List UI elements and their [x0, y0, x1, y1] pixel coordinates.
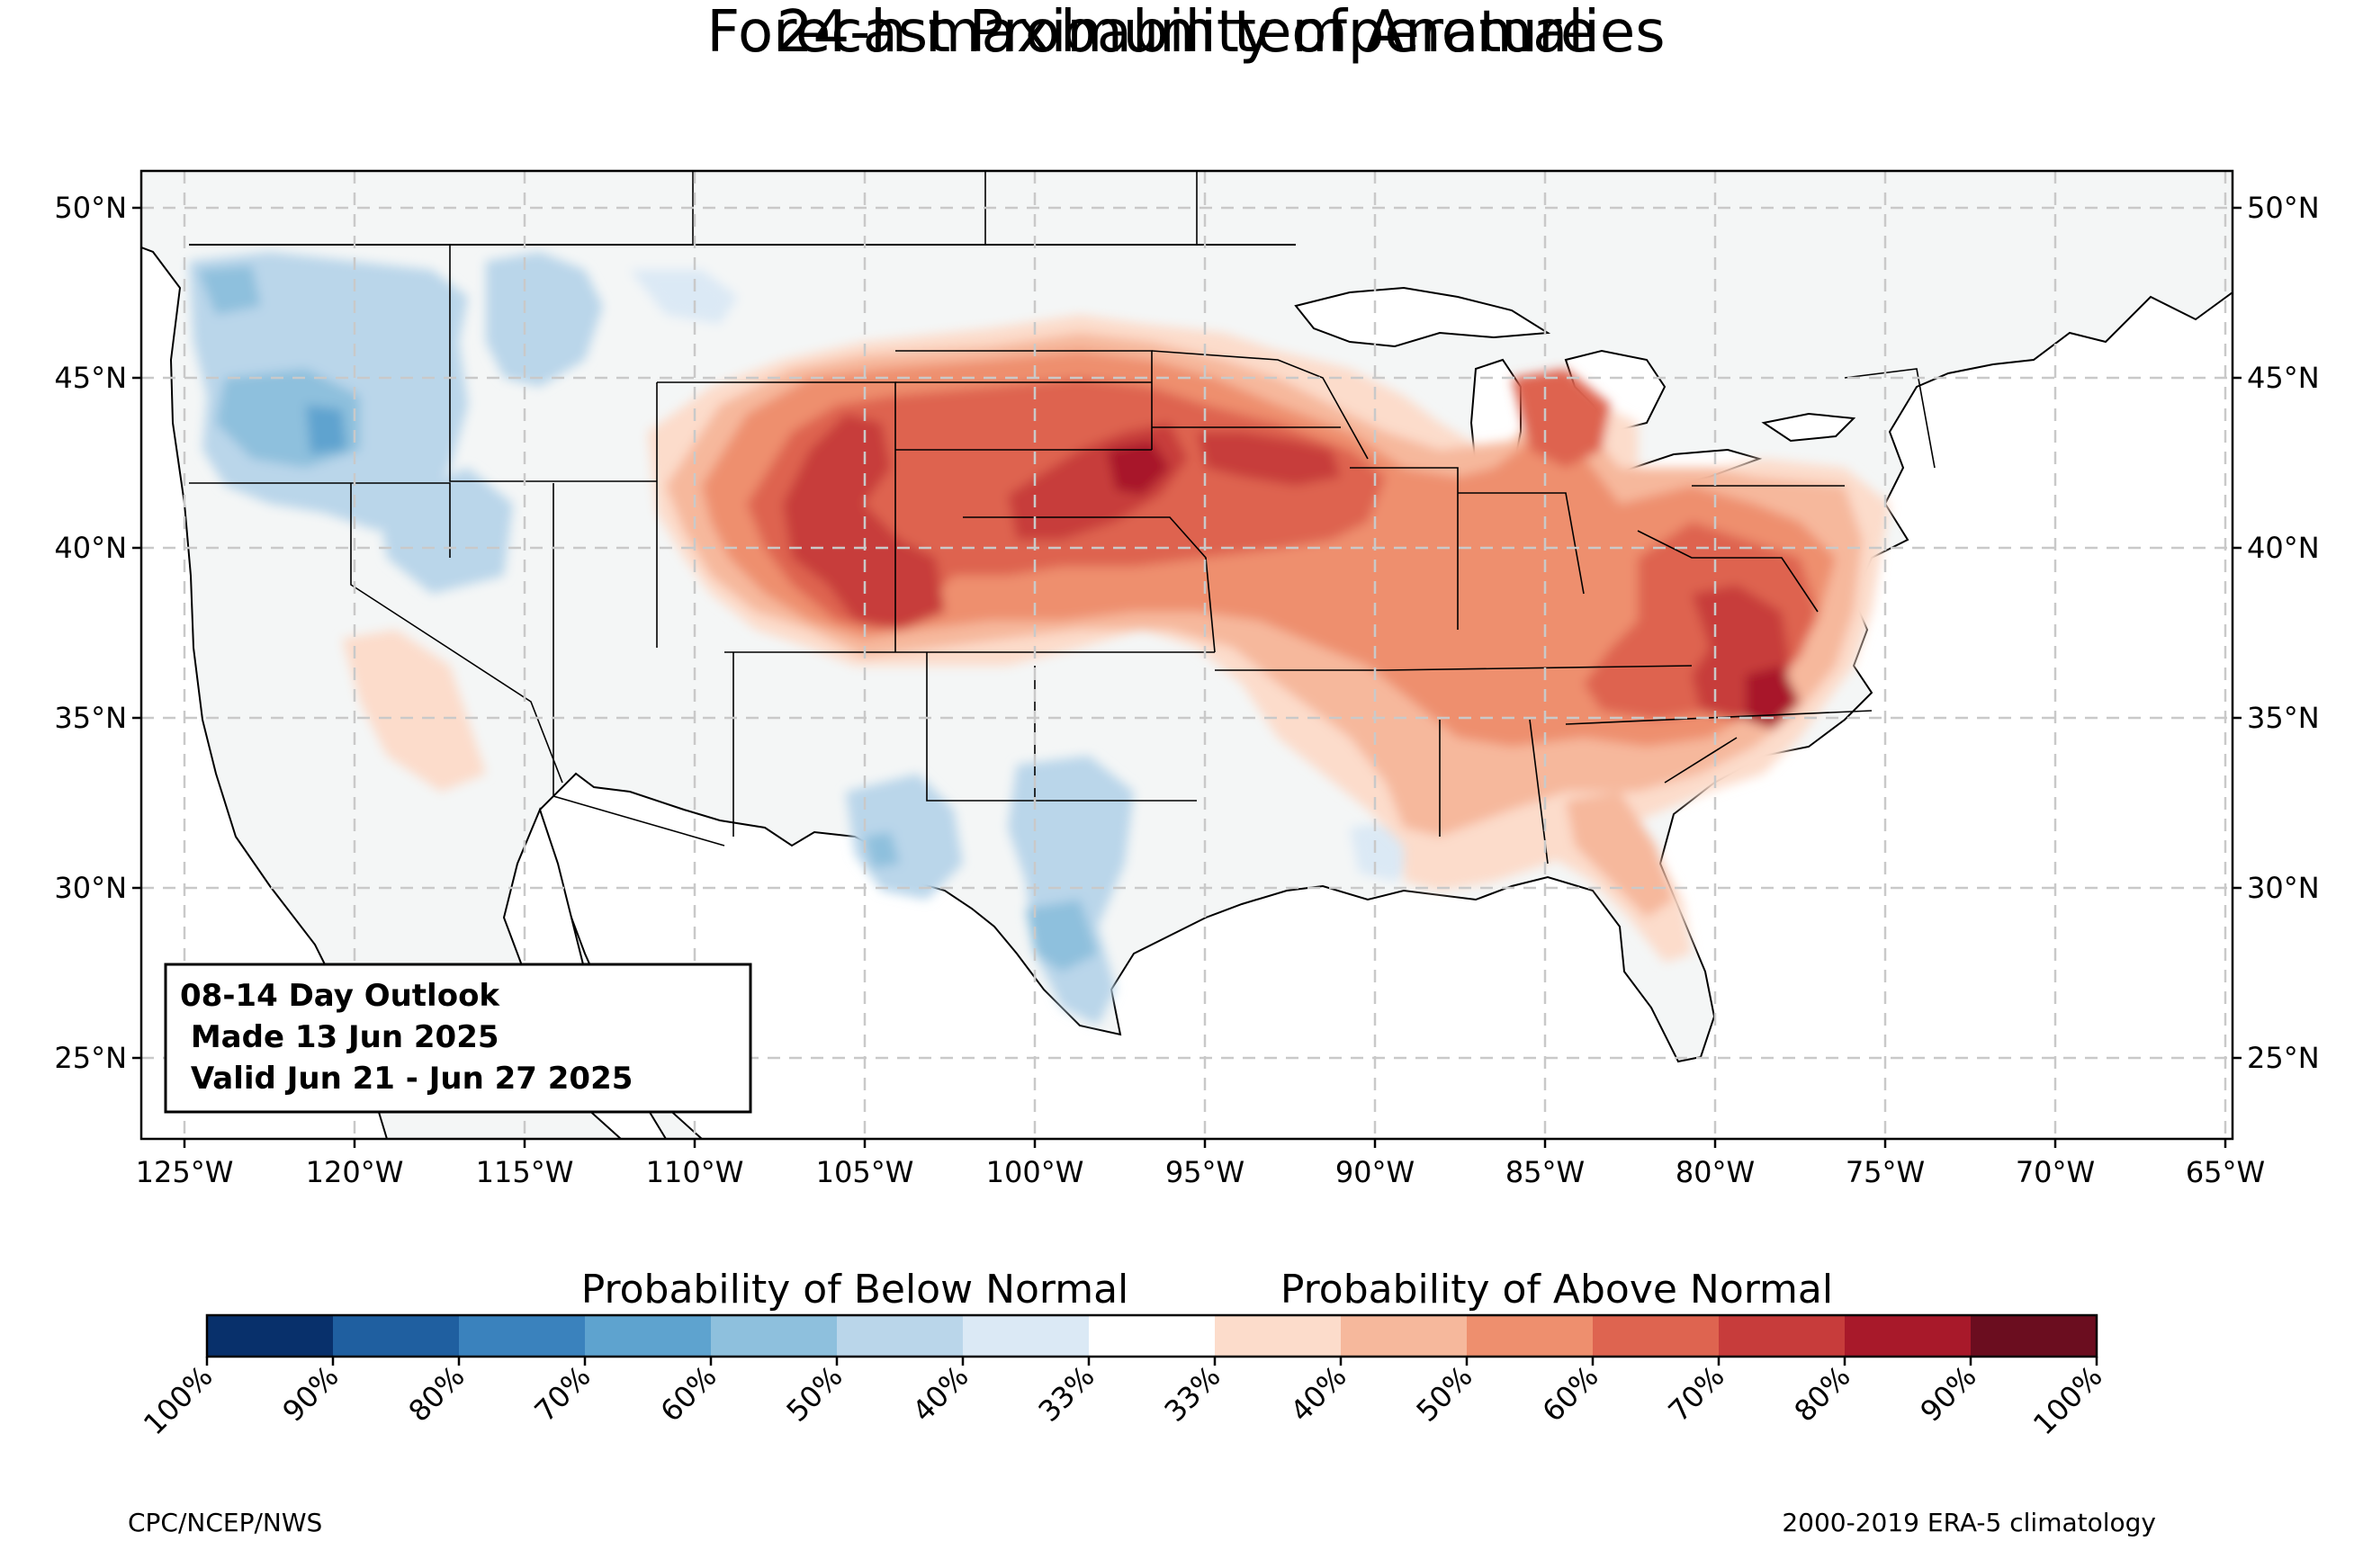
lat-label: 30°N: [2247, 871, 2320, 905]
colorbar-swatch: [1971, 1315, 2098, 1357]
map-title: Forecast Probability of Anomalies: [706, 0, 1666, 66]
colorbar-tick-label: 90%: [275, 1359, 345, 1429]
lon-labels: 125°W 120°W 115°W 110°W 105°W 100°W 95°W 90°W 85…: [136, 1155, 2266, 1189]
colorbar-tick-label: 33%: [1031, 1359, 1101, 1429]
lon-label: 80°W: [1676, 1155, 1755, 1189]
colorbar-swatch: [1089, 1315, 1216, 1357]
colorbar-swatch: [585, 1315, 712, 1357]
colorbar-swatch: [1215, 1315, 1342, 1357]
colorbar-tick-label: 50%: [779, 1359, 849, 1429]
colorbar-swatch: [333, 1315, 460, 1357]
lon-label: 75°W: [1846, 1155, 1925, 1189]
outlook-line-1: 08-14 Day Outlook: [180, 978, 500, 1014]
colorbar-swatch: [1467, 1315, 1594, 1357]
colorbar-swatch: [837, 1315, 964, 1357]
below-tx-40: [1008, 756, 1134, 1026]
lat-labels-right: 50°N 45°N 40°N 35°N 30°N 25°N: [2247, 191, 2320, 1075]
lon-label: 125°W: [136, 1155, 234, 1189]
legend-above-label: Probability of Above Normal: [1280, 1267, 1833, 1313]
axis-ticks: [132, 206, 2242, 1148]
lat-label: 50°N: [2247, 191, 2320, 225]
lat-label: 30°N: [54, 871, 127, 905]
colorbar-tick-label: 33%: [1157, 1359, 1226, 1429]
footer-credit: CPC/NCEP/NWS: [128, 1508, 323, 1537]
outlook-box: 08-14 Day Outlook Made 13 Jun 2025 Valid…: [164, 963, 752, 1114]
legend-below-label: Probability of Below Normal: [581, 1267, 1129, 1313]
colorbar-tick-label: 70%: [527, 1359, 597, 1429]
lon-label: 105°W: [816, 1155, 914, 1189]
lon-label: 115°W: [476, 1155, 574, 1189]
state-boundaries: [189, 245, 1936, 865]
outlook-line-2: Made 13 Jun 2025: [180, 1019, 499, 1055]
above-mi-60: [1512, 369, 1611, 468]
great-lakes: [1294, 286, 1856, 492]
colorbar-frame: [205, 1313, 2098, 1358]
below-nm-50: [864, 832, 900, 868]
lat-label: 40°N: [2247, 531, 2320, 565]
below-or-60: [306, 405, 346, 454]
below-tx-50: [1026, 900, 1098, 972]
outlook-line-3: Valid Jun 21 - Jun 27 2025: [180, 1061, 633, 1097]
lon-label: 90°W: [1335, 1155, 1415, 1189]
lat-label: 35°N: [2247, 701, 2320, 735]
colorbar-tick-label: 60%: [1535, 1359, 1604, 1429]
lake-superior: [1294, 286, 1551, 348]
footer-climatology: 2000-2019 ERA-5 climatology: [1782, 1508, 2156, 1537]
above-nc-80: [1746, 666, 1800, 729]
below-mt-40: [486, 252, 603, 387]
lon-label: 110°W: [646, 1155, 744, 1189]
colorbar: [205, 1313, 2098, 1366]
colorbar-swatch: [1845, 1315, 1972, 1357]
colorbar-tick-label: 100%: [2026, 1359, 2109, 1442]
lon-label: 95°W: [1165, 1155, 1244, 1189]
above-fl-40: [1566, 792, 1674, 918]
below-wa-50: [198, 265, 261, 315]
lat-labels-left: 50°N 45°N 40°N 35°N 30°N 25°N: [54, 191, 127, 1075]
above-ne-80: [1107, 441, 1170, 495]
below-nd-33: [630, 270, 738, 324]
lat-label: 35°N: [54, 701, 127, 735]
below-nm-40: [846, 774, 963, 900]
colorbar-swatch: [963, 1315, 1090, 1357]
lat-label: 45°N: [54, 361, 127, 395]
above-ca-33: [342, 630, 486, 792]
lon-label: 70°W: [2016, 1155, 2095, 1189]
colorbar-tick-label: 100%: [137, 1359, 220, 1442]
colorbar-swatch: [1341, 1315, 1468, 1357]
above-ia-70: [1197, 432, 1341, 486]
colorbar-tick-label: 90%: [1913, 1359, 1982, 1429]
colorbar-tick-label: 40%: [1283, 1359, 1352, 1429]
lat-label: 25°N: [2247, 1041, 2320, 1075]
colorbar-swatch: [459, 1315, 586, 1357]
colorbar-swatch: [711, 1315, 838, 1357]
lat-label: 50°N: [54, 191, 127, 225]
lon-label: 65°W: [2186, 1155, 2265, 1189]
colorbar-swatch: [207, 1315, 334, 1357]
lake-ontario: [1761, 412, 1856, 443]
lon-label: 120°W: [306, 1155, 404, 1189]
colorbar-tick-label: 80%: [401, 1359, 471, 1429]
colorbar-tick-label: 50%: [1409, 1359, 1478, 1429]
colorbar-swatch: [1719, 1315, 1846, 1357]
lat-label: 25°N: [54, 1041, 127, 1075]
colorbar-tick-label: 70%: [1661, 1359, 1730, 1429]
map-frame: [139, 169, 2234, 1141]
colorbar-tick-label: 60%: [653, 1359, 723, 1429]
colorbar-tick-labels: 100% 90% 80% 70% 60% 50% 40% 33% 33% 40% 50% 60% 70%…: [137, 1359, 2109, 1442]
below-normal-fields: [189, 252, 1431, 1026]
lon-label: 85°W: [1505, 1155, 1585, 1189]
colorbar-swatch: [1593, 1315, 1720, 1357]
lat-label: 45°N: [2247, 361, 2320, 395]
lat-label: 40°N: [54, 531, 127, 565]
colorbar-tick-label: 80%: [1787, 1359, 1856, 1429]
lon-label: 100°W: [986, 1155, 1084, 1189]
map-subtitle: 24-h maximum temperature: [776, 0, 1596, 66]
outlook-box-frame: [164, 963, 752, 1114]
colorbar-tick-label: 40%: [905, 1359, 975, 1429]
below-nv-40: [378, 468, 513, 594]
